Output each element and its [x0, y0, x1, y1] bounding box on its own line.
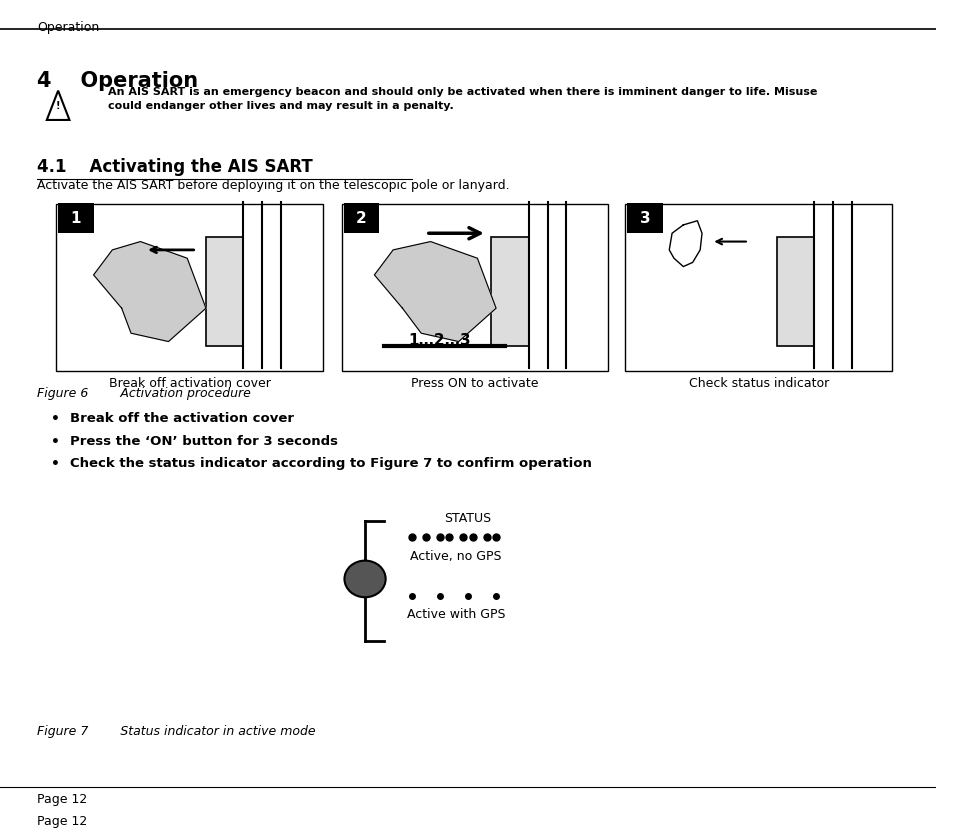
Text: 1…2…3: 1…2…3: [409, 333, 471, 348]
Text: Page 12: Page 12: [37, 793, 88, 806]
Text: 2: 2: [356, 211, 367, 226]
Bar: [492, 237, 529, 346]
Circle shape: [345, 561, 386, 597]
Text: An AIS SART is an emergency beacon and should only be activated when there is im: An AIS SART is an emergency beacon and s…: [107, 87, 817, 97]
Text: !: !: [56, 101, 61, 112]
Bar: [628, 203, 663, 233]
Text: could endanger other lives and may result in a penalty.: could endanger other lives and may resul…: [107, 101, 454, 111]
Text: Active with GPS: Active with GPS: [407, 608, 506, 621]
Text: ON: ON: [357, 575, 373, 583]
Text: Press ON to activate: Press ON to activate: [411, 377, 539, 391]
Text: Page 12: Page 12: [37, 815, 88, 828]
Polygon shape: [670, 221, 702, 267]
Text: •: •: [52, 435, 61, 449]
Polygon shape: [375, 242, 496, 342]
Text: 4    Operation: 4 Operation: [37, 71, 198, 91]
Text: STATUS: STATUS: [444, 512, 492, 526]
Text: Check status indicator: Check status indicator: [688, 377, 829, 391]
Bar: [777, 237, 814, 346]
Text: Figure 7        Status indicator in active mode: Figure 7 Status indicator in active mode: [37, 725, 316, 738]
Text: 4.1    Activating the AIS SART: 4.1 Activating the AIS SART: [37, 158, 313, 177]
Polygon shape: [94, 242, 206, 342]
Text: Active, no GPS: Active, no GPS: [410, 550, 502, 563]
Text: •: •: [52, 457, 61, 471]
Bar: [342, 204, 608, 371]
Text: 3: 3: [639, 211, 650, 226]
Text: Figure 6        Activation procedure: Figure 6 Activation procedure: [37, 387, 251, 401]
Bar: [344, 203, 379, 233]
Text: •: •: [52, 412, 61, 426]
Bar: [58, 203, 94, 233]
Text: Check the status indicator according to Figure 7 to confirm operation: Check the status indicator according to …: [70, 457, 592, 471]
Text: Press the ‘ON’ button for 3 seconds: Press the ‘ON’ button for 3 seconds: [70, 435, 339, 448]
Text: Operation: Operation: [37, 21, 100, 34]
Bar: [626, 204, 892, 371]
Bar: [57, 204, 323, 371]
Bar: [206, 237, 243, 346]
Text: 1: 1: [70, 211, 81, 226]
Text: Break off the activation cover: Break off the activation cover: [70, 412, 294, 426]
Text: Activate the AIS SART before deploying it on the telescopic pole or lanyard.: Activate the AIS SART before deploying i…: [37, 179, 510, 192]
Text: Break off activation cover: Break off activation cover: [108, 377, 270, 391]
